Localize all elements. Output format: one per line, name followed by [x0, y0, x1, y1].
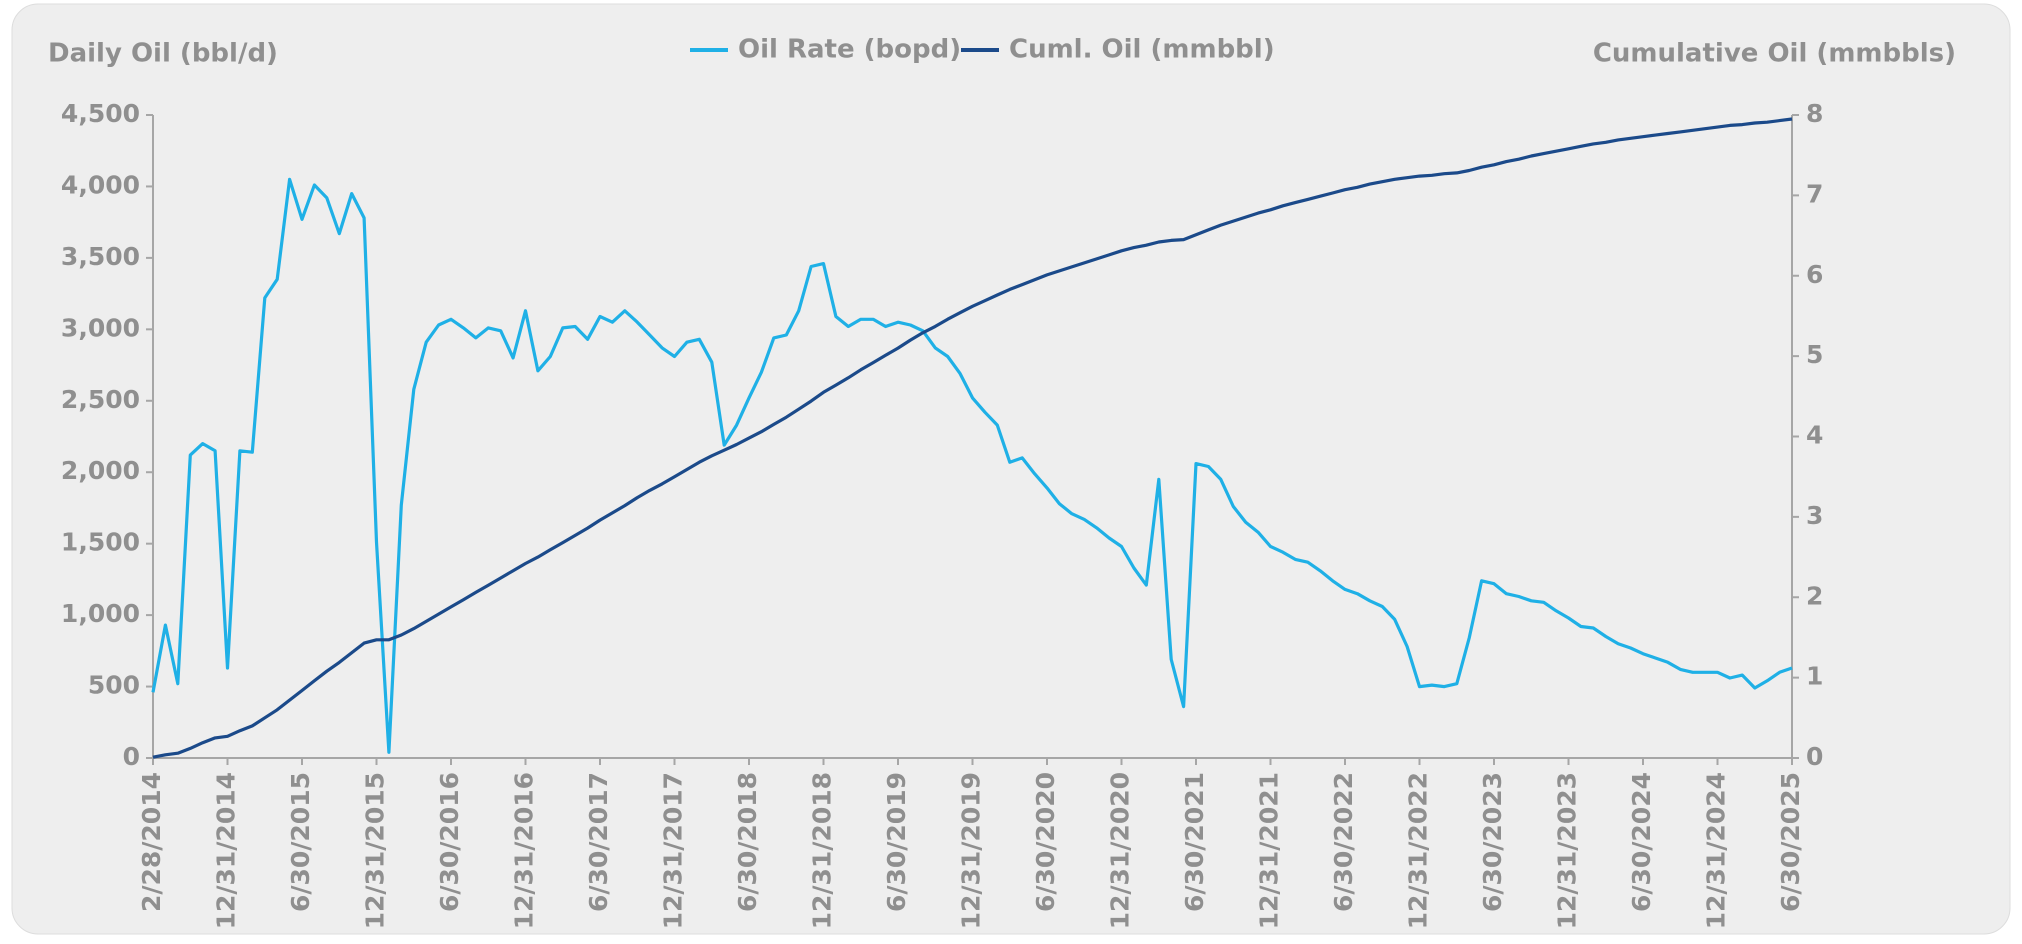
y-tick-label: 1,000	[61, 599, 140, 628]
series-line	[151, 177, 1793, 754]
x-tick-label: 6/30/2017	[584, 772, 613, 912]
y-tick-label: 500	[88, 671, 140, 700]
legend-label: Oil Rate (bopd)	[738, 35, 961, 65]
y-tick-label: 4,000	[61, 170, 140, 199]
y-tick-label: 2,500	[61, 385, 140, 414]
legend-label: Cuml. Oil (mmbbl)	[1009, 35, 1275, 65]
x-tick-label: 6/30/2022	[1329, 772, 1358, 912]
x-tick-label: 12/31/2024	[1702, 772, 1731, 929]
x-tick-label: 12/31/2017	[659, 772, 688, 929]
x-tick-label: 6/30/2020	[1031, 772, 1060, 912]
y2-tick-label: 2	[1806, 581, 1823, 610]
series-line	[152, 117, 1793, 759]
y2-tick-label: 3	[1806, 501, 1823, 530]
y-axis-title: Daily Oil (bbl/d)	[48, 39, 278, 69]
y-tick-label: 2,000	[61, 456, 140, 485]
y2-tick-label: 6	[1806, 260, 1823, 289]
y2-tick-label: 8	[1806, 99, 1823, 128]
y-tick-label: 1,500	[61, 528, 140, 557]
x-tick-label: 6/30/2021	[1180, 772, 1209, 912]
y2-tick-label: 0	[1806, 742, 1823, 771]
x-tick-label: 12/31/2016	[510, 772, 539, 929]
x-tick-label: 12/31/2015	[361, 772, 390, 929]
y-tick-label: 3,500	[61, 242, 140, 271]
y-tick-label: 3,000	[61, 313, 140, 342]
x-tick-label: 6/30/2016	[435, 772, 464, 912]
x-tick-label: 12/31/2014	[212, 772, 241, 929]
y2-tick-label: 1	[1806, 662, 1823, 691]
x-tick-label: 6/30/2023	[1478, 772, 1507, 912]
x-tick-label: 6/30/2025	[1776, 772, 1805, 912]
x-tick-label: 12/31/2018	[808, 772, 837, 929]
x-tick-label: 6/30/2019	[882, 772, 911, 912]
x-tick-label: 6/30/2024	[1627, 772, 1656, 912]
y-tick-label: 0	[123, 742, 140, 771]
x-tick-label: 12/31/2019	[957, 772, 986, 929]
x-tick-label: 2/28/2014	[137, 772, 166, 912]
x-tick-label: 12/31/2021	[1255, 772, 1284, 929]
y2-axis-title: Cumulative Oil (mmbbls)	[1593, 39, 1956, 69]
x-tick-label: 12/31/2023	[1553, 772, 1582, 929]
y2-tick-label: 7	[1806, 179, 1823, 208]
y2-tick-label: 4	[1806, 421, 1823, 450]
chart-card	[11, 3, 2011, 935]
x-tick-label: 6/30/2015	[286, 772, 315, 912]
y-tick-label: 4,500	[61, 99, 140, 128]
y2-tick-label: 5	[1806, 340, 1823, 369]
x-tick-label: 6/30/2018	[733, 772, 762, 912]
x-tick-label: 12/31/2020	[1106, 772, 1135, 929]
x-tick-label: 12/31/2022	[1404, 772, 1433, 929]
